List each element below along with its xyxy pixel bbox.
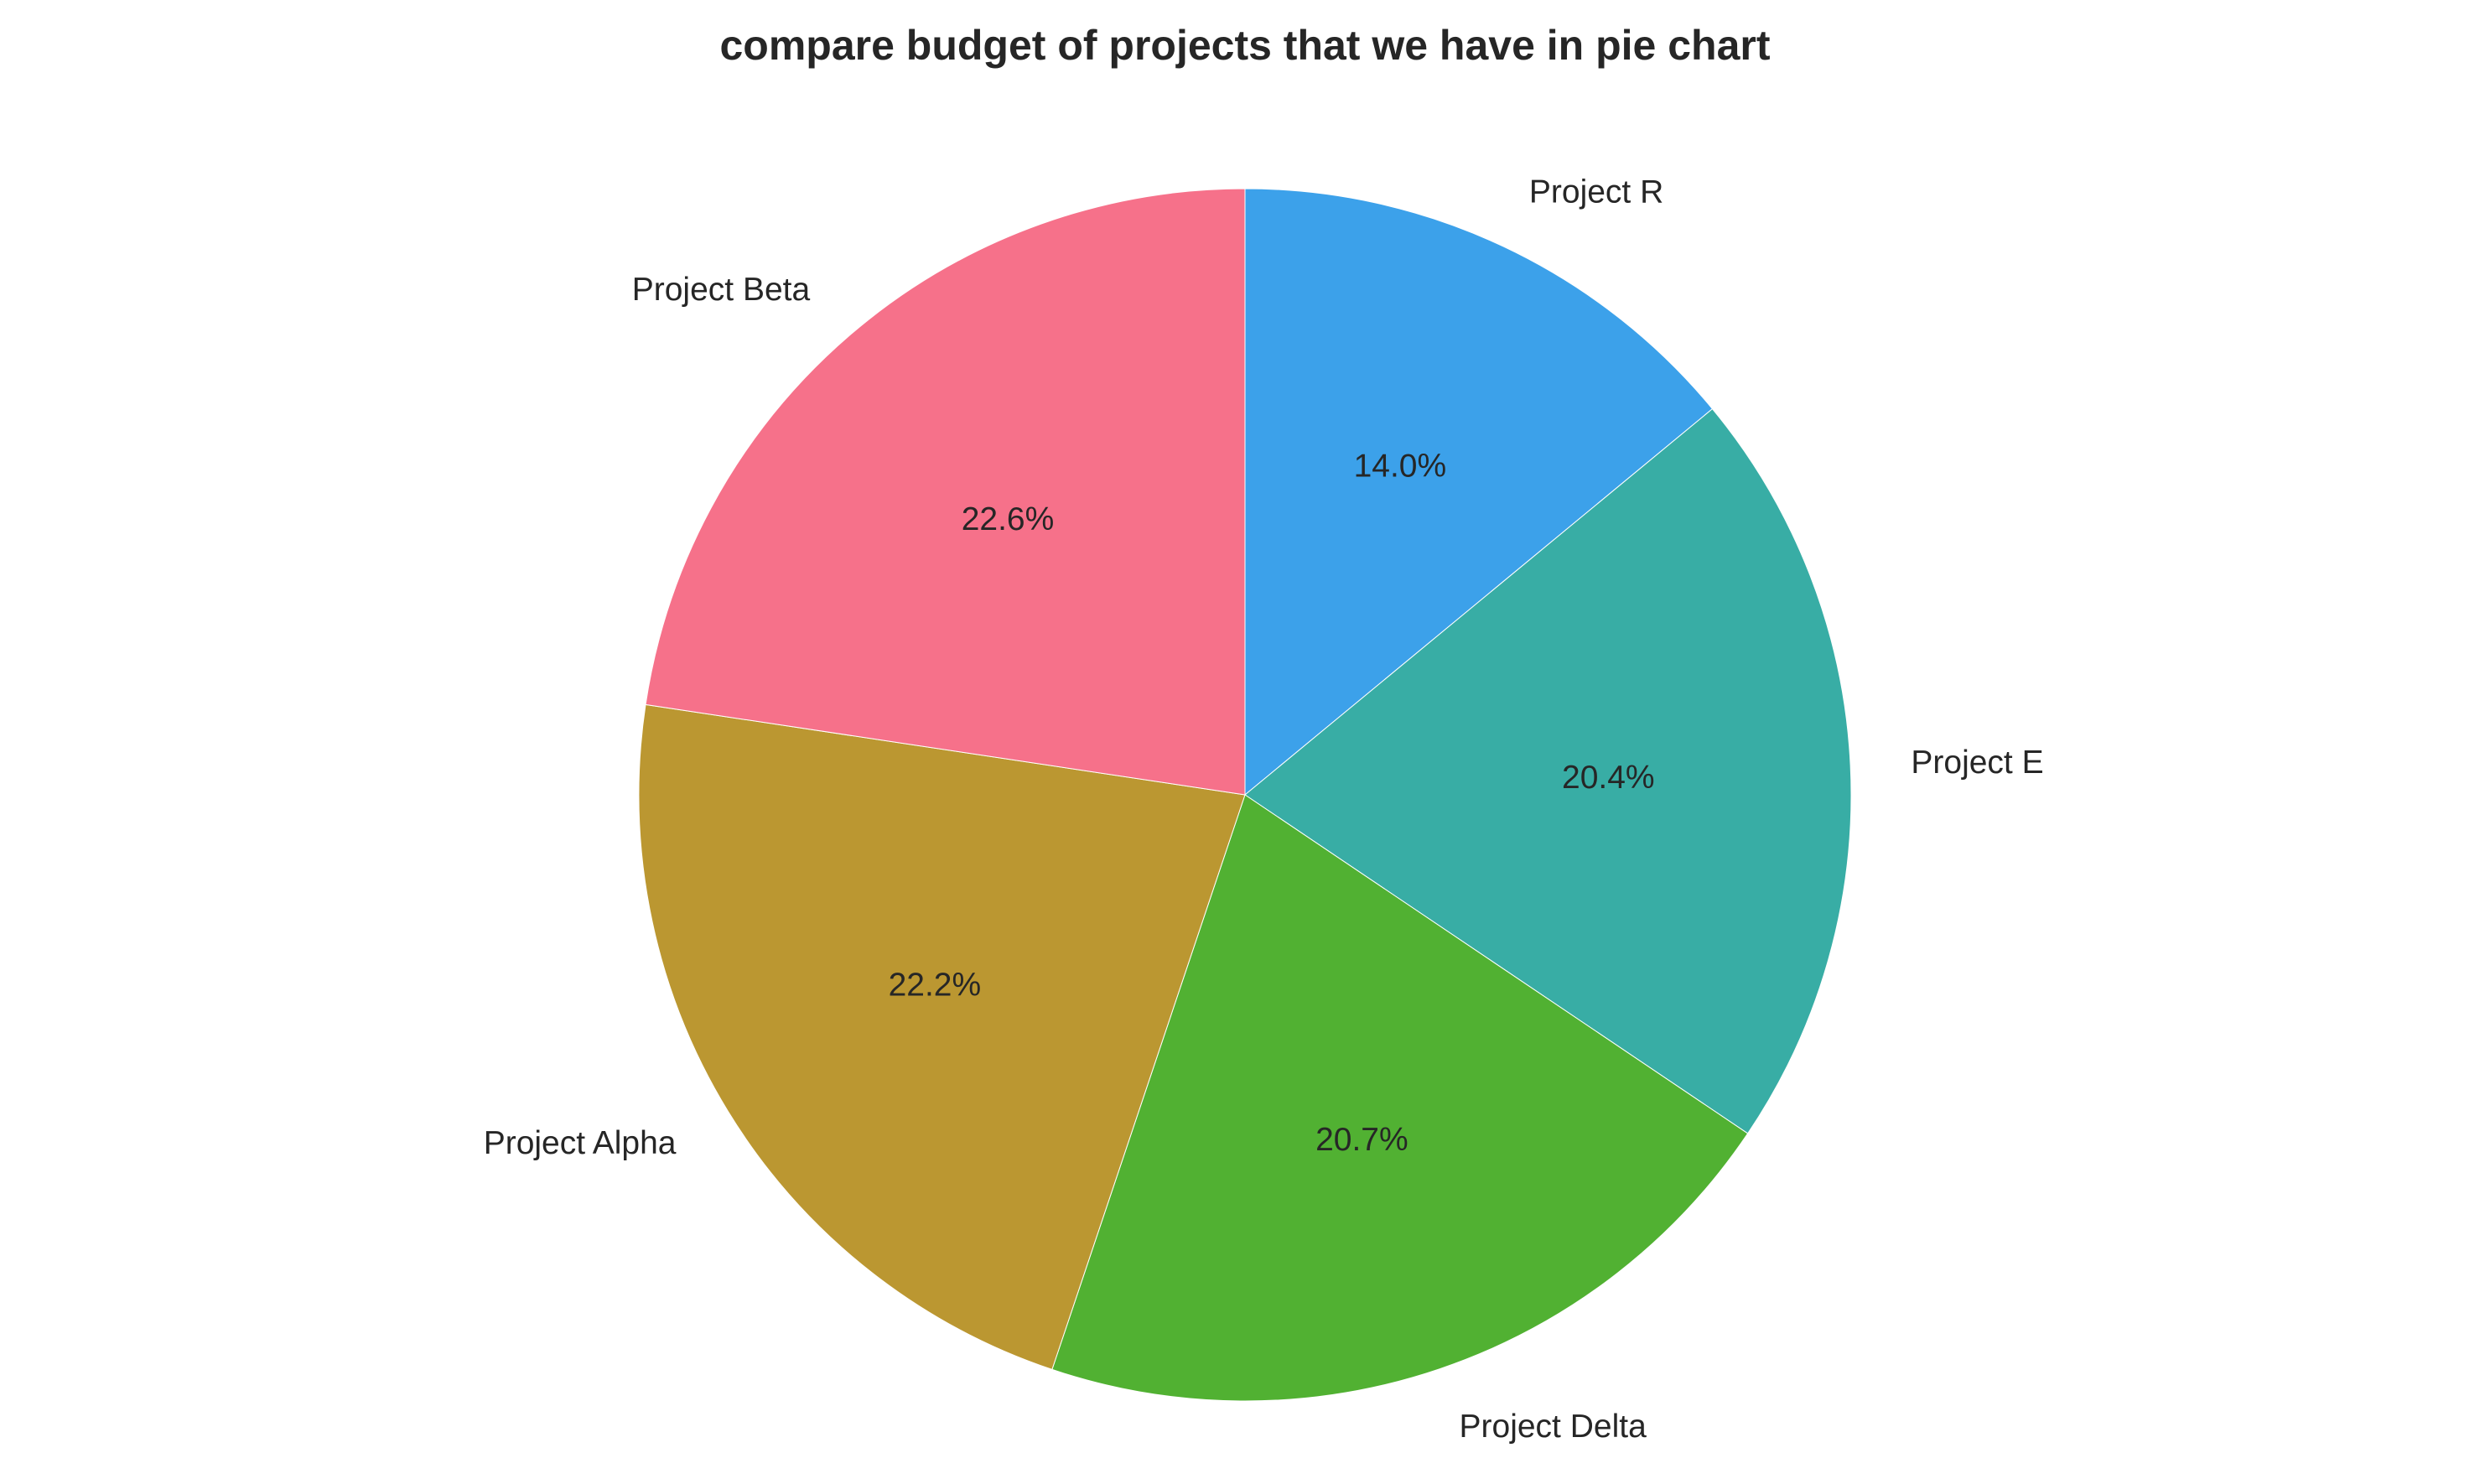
pie-labels: Project R 14.0% Project E 20.4% Project Delt…: [484, 174, 2044, 1445]
pie-slice-project-alpha: [638, 703, 1246, 1371]
pct-label-project-alpha: 22.2%: [889, 967, 982, 1003]
slice-label-project-alpha: Project Alpha: [484, 1125, 677, 1161]
pie-slice-project-r: [1244, 188, 1714, 796]
slice-label-project-beta: Project Beta: [632, 272, 811, 308]
chart-title: compare budget of projects that we have …: [719, 22, 1770, 69]
pie-slice-project-e: [1244, 407, 1852, 1134]
pie-slice-project-delta: [1051, 794, 1749, 1402]
slice-label-project-r: Project R: [1529, 174, 1663, 210]
pct-label-project-delta: 20.7%: [1315, 1122, 1408, 1158]
pct-label-project-r: 14.0%: [1354, 449, 1447, 485]
pct-label-project-e: 20.4%: [1562, 760, 1655, 796]
pie-slice-project-beta: [645, 188, 1246, 796]
pct-label-project-beta: 22.6%: [962, 501, 1055, 537]
pie-slices: [638, 188, 1852, 1402]
slice-label-project-delta: Project Delta: [1460, 1409, 1647, 1445]
slice-label-project-e: Project E: [1911, 745, 2043, 781]
